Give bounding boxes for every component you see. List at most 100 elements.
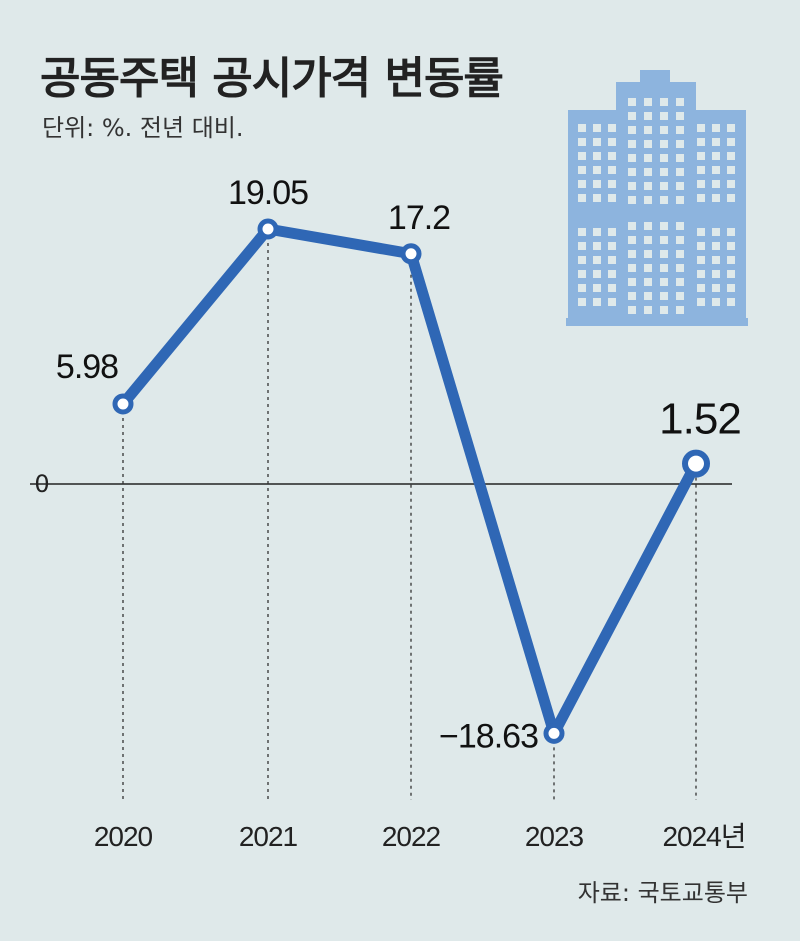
building-window xyxy=(660,292,668,300)
y-tick-label-0: 0 xyxy=(34,470,49,498)
building-window xyxy=(644,196,652,204)
source-note: 자료: 국토교통부 xyxy=(577,879,748,907)
building-window xyxy=(676,140,684,148)
building-window xyxy=(676,168,684,176)
building-window xyxy=(697,152,705,160)
building-window xyxy=(660,264,668,272)
data-label-2023: −18.63 xyxy=(439,717,538,755)
data-point-2021 xyxy=(257,218,279,240)
building-window xyxy=(593,242,601,250)
building-window xyxy=(644,112,652,120)
building-window xyxy=(676,236,684,244)
building-window xyxy=(712,152,720,160)
building-window xyxy=(628,236,636,244)
building-window xyxy=(712,256,720,264)
building-window xyxy=(593,180,601,188)
building-window xyxy=(578,256,586,264)
building-window xyxy=(727,228,735,236)
building-window xyxy=(608,256,616,264)
series-line xyxy=(117,223,702,739)
building-window xyxy=(608,180,616,188)
building-window xyxy=(660,126,668,134)
building-window xyxy=(697,298,705,306)
chart-title: 공동주택 공시가격 변동률 xyxy=(40,53,504,104)
building-window xyxy=(712,298,720,306)
building-window xyxy=(697,256,705,264)
building-window xyxy=(660,236,668,244)
building-window xyxy=(712,180,720,188)
x-tick-label-2022: 2022 xyxy=(382,821,441,852)
building-window xyxy=(644,222,652,230)
building-window xyxy=(644,168,652,176)
building-window xyxy=(660,306,668,314)
building-window xyxy=(660,222,668,230)
building-window xyxy=(676,112,684,120)
building-window xyxy=(712,284,720,292)
building-window xyxy=(727,298,735,306)
building-window xyxy=(628,222,636,230)
building-window xyxy=(676,182,684,190)
building-window xyxy=(676,154,684,162)
data-label-2024년: 1.52 xyxy=(659,395,741,444)
building-window xyxy=(697,194,705,202)
building-window xyxy=(644,154,652,162)
building-window xyxy=(578,138,586,146)
building-window xyxy=(660,250,668,258)
building-window xyxy=(578,124,586,132)
building-window xyxy=(697,270,705,278)
x-tick-label-2023: 2023 xyxy=(525,821,584,852)
building-window xyxy=(697,284,705,292)
building-window xyxy=(608,194,616,202)
building-window xyxy=(644,236,652,244)
building-window xyxy=(676,250,684,258)
building-window xyxy=(676,222,684,230)
building-window xyxy=(697,166,705,174)
building-window xyxy=(608,166,616,174)
building-window xyxy=(727,256,735,264)
data-label-2020: 5.98 xyxy=(56,348,118,386)
building-window xyxy=(727,270,735,278)
building-window xyxy=(697,228,705,236)
building-window xyxy=(676,98,684,106)
building-window xyxy=(593,194,601,202)
data-point-2020 xyxy=(112,393,134,415)
data-point-2022 xyxy=(400,243,422,265)
building-window xyxy=(676,278,684,286)
building-window xyxy=(608,124,616,132)
building-window xyxy=(697,242,705,250)
building-window xyxy=(593,284,601,292)
building-window xyxy=(628,154,636,162)
data-point-2024년 xyxy=(682,449,710,478)
building-window xyxy=(628,306,636,314)
data-label-2021: 19.05 xyxy=(228,174,308,212)
building-window xyxy=(644,182,652,190)
building-window xyxy=(578,298,586,306)
building-window xyxy=(727,166,735,174)
building-window xyxy=(660,98,668,106)
building-window xyxy=(727,194,735,202)
building-window xyxy=(593,166,601,174)
building-window xyxy=(697,124,705,132)
building-window xyxy=(578,152,586,160)
building-window xyxy=(608,284,616,292)
building-window xyxy=(660,112,668,120)
building-window xyxy=(628,112,636,120)
building-window xyxy=(593,138,601,146)
building-window xyxy=(727,180,735,188)
x-tick-label-2021: 2021 xyxy=(239,821,298,852)
building-window xyxy=(644,140,652,148)
building-window xyxy=(712,270,720,278)
building-window xyxy=(644,126,652,134)
building-window xyxy=(608,298,616,306)
building-window xyxy=(727,124,735,132)
building-window xyxy=(644,292,652,300)
chart-subtitle: 단위: %. 전년 대비. xyxy=(42,114,244,142)
building-window xyxy=(608,242,616,250)
building-window xyxy=(608,270,616,278)
data-label-2022: 17.2 xyxy=(388,199,450,237)
building-window xyxy=(712,124,720,132)
building-window xyxy=(608,228,616,236)
building-window xyxy=(628,182,636,190)
